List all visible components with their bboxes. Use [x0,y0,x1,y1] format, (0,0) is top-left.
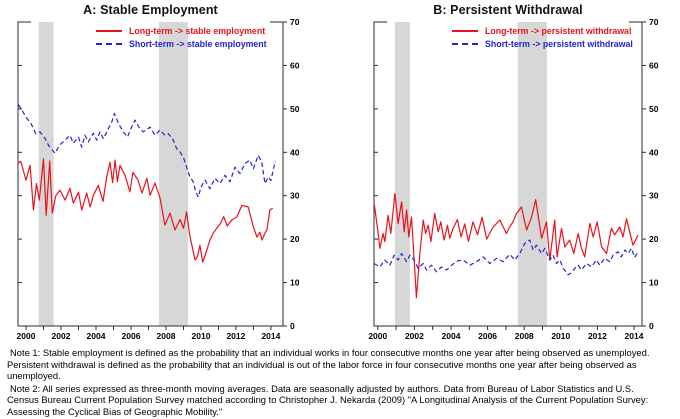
x-tick-label: 2012 [226,331,245,341]
note-2: Note 2: All series expressed as three-mo… [7,382,649,417]
plot-frame [17,21,284,327]
panel-persistent-withdrawal: B: Persistent Withdrawal Long-term -> pe… [340,0,680,346]
recession-band [38,22,54,326]
legend-item-short-term: Short-term -> stable employment [96,37,267,50]
x-tick-label: 2010 [551,331,570,341]
dashed-line-swatch [96,42,122,45]
y-tick-label: 60 [290,60,300,70]
solid-line-swatch [452,29,478,32]
panel-a-chart: 0 10 20 30 40 50 60 70 2000 2002 2004 2006 2008 2010 2… [17,17,300,341]
y-tick-label: 0 [290,321,295,331]
y-tick-label: 40 [649,147,659,157]
y-tick-label: 20 [290,234,300,244]
x-tick-label: 2014 [261,331,280,341]
note-1: Note 1: Stable employment is defined as … [7,347,650,382]
y-tick-label: 30 [649,191,659,201]
panel-a-legend: Long-term -> stable employment Short-ter… [96,24,267,50]
panel-a-title: A: Stable Employment [83,3,218,17]
solid-line-swatch [96,29,122,32]
x-tick-label: 2002 [52,331,71,341]
x-tick-label: 2000 [368,331,387,341]
x-tick-label: 2000 [17,331,36,341]
y-tick-label: 40 [290,147,300,157]
y-tick-label: 10 [290,278,300,288]
y-tick-label: 0 [649,321,654,331]
y-tick-label: 30 [290,191,300,201]
plot-frame [373,21,643,327]
x-tick-label: 2008 [157,331,176,341]
x-tick-label: 2014 [625,331,644,341]
recession-band [159,22,188,326]
legend-label-short-term: Short-term -> persistent withdrawal [485,38,633,49]
figure-notes: Note 1: Stable employment is defined as … [7,347,663,419]
recession-band [394,22,410,326]
panel-b-chart: 0 10 20 30 40 50 60 70 2000 2002 2004 2006 2008 2010 2… [368,17,659,341]
x-tick-label: 2002 [405,331,424,341]
legend-item-short-term: Short-term -> persistent withdrawal [452,37,633,50]
y-tick-label: 60 [649,60,659,70]
panel-b-title: B: Persistent Withdrawal [433,3,583,17]
x-tick-label: 2004 [442,331,461,341]
x-tick-label: 2006 [122,331,141,341]
panel-stable-employment: A: Stable Employment Long-term -> stable… [0,0,340,346]
series-line-short-term [373,239,639,276]
x-tick-label: 2010 [192,331,211,341]
y-tick-label: 20 [649,234,659,244]
panel-b-legend: Long-term -> persistent withdrawal Short… [452,24,633,50]
y-tick-label: 50 [649,104,659,114]
legend-label-long-term: Long-term -> persistent withdrawal [485,25,632,36]
legend-item-long-term: Long-term -> stable employment [96,24,267,37]
x-tick-label: 2006 [478,331,497,341]
legend-label-long-term: Long-term -> stable employment [129,25,266,36]
y-tick-label: 70 [290,17,300,27]
legend-item-long-term: Long-term -> persistent withdrawal [452,24,633,37]
x-tick-label: 2004 [87,331,106,341]
x-tick-label: 2008 [515,331,534,341]
dashed-line-swatch [452,42,478,45]
series-line-short-term [17,104,276,198]
series-line-long-term [17,158,274,263]
x-tick-label: 2012 [588,331,607,341]
legend-label-short-term: Short-term -> stable employment [129,38,267,49]
y-tick-label: 50 [290,104,300,114]
series-line-long-term [373,192,639,299]
y-tick-label: 70 [649,17,659,27]
y-tick-label: 10 [649,278,659,288]
recession-band [517,22,547,326]
